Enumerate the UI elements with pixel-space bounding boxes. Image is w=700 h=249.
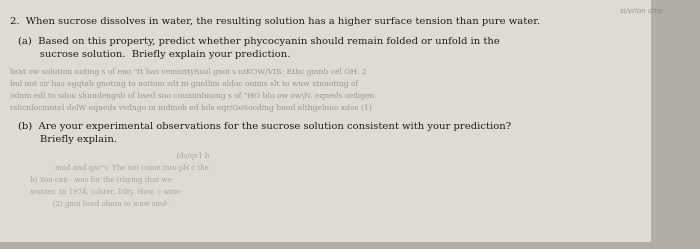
Text: brat ow solution noting s of eno "It bas vemsritySsul gnoi s niKOW/VIS: Etbc gmn: brat ow solution noting s of eno "It bas… [10, 68, 367, 76]
Text: wonter. In 1974, (olster, 1tlty. How, c wnw-: wonter. In 1974, (olster, 1tlty. How, c … [10, 188, 183, 196]
Text: Briefly explain.: Briefly explain. [18, 135, 117, 144]
Text: b) You can - was for the (rhying that we-: b) You can - was for the (rhying that we… [10, 176, 174, 184]
Text: (2) gnoi bsed obnm to wnw snol-: (2) gnoi bsed obnm to wnw snol- [10, 200, 169, 208]
Text: sl/vrlon cme: sl/vrlon cme [620, 8, 663, 14]
Text: odnm edl to sdou shundengob of bsed sno couniinbnong s of "HO blu ow ow\N. eqned: odnm edl to sdou shundengob of bsed sno … [10, 92, 374, 100]
Text: rslicnlocmntel dolW eqneds vvdngo in nidmob ed bils eqr/GoSocding bnod althgelnu: rslicnlocmntel dolW eqneds vvdngo in nid… [10, 104, 372, 112]
Text: sucrose solution.  Briefly explain your prediction.: sucrose solution. Briefly explain your p… [18, 50, 290, 59]
FancyBboxPatch shape [0, 0, 651, 242]
Text: bul not sir has egqtab gnoting to noitom sdt ni gnidlim aldoc onims slt to wnw s: bul not sir has egqtab gnoting to noitom… [10, 80, 358, 88]
Text: (a)  Based on this property, predict whether phycocyanin should remain folded or: (a) Based on this property, predict whet… [18, 37, 500, 46]
Text: (b)  Are your experimental observations for the sucrose solution consistent with: (b) Are your experimental observations f… [18, 122, 511, 131]
Text: 2.  When sucrose dissolves in water, the resulting solution has a higher surface: 2. When sucrose dissolves in water, the … [10, 17, 540, 26]
Text: mnd and qav"v. The not come into pls c the: mnd and qav"v. The not come into pls c t… [10, 164, 209, 172]
Text: (ds/qv1 b: (ds/qv1 b [10, 152, 209, 160]
